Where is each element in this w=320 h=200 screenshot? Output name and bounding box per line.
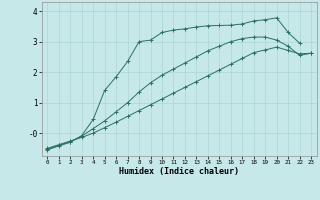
X-axis label: Humidex (Indice chaleur): Humidex (Indice chaleur) [119, 167, 239, 176]
